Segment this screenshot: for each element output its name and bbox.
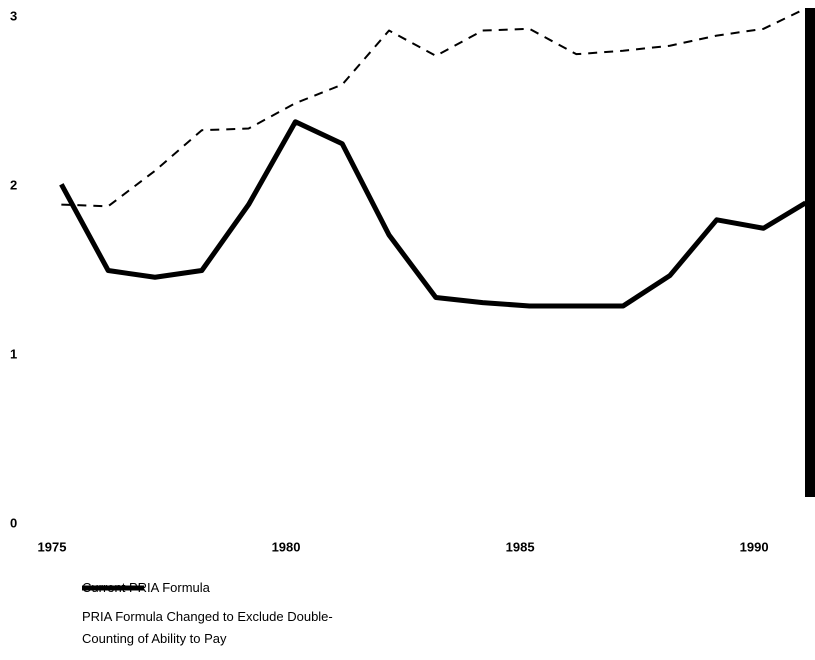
x-tick-label: 1990 (740, 539, 769, 554)
y-tick-label: 3 (10, 8, 17, 23)
chart: 0 1 2 3 1975 1980 1985 1990 (10, 7, 815, 554)
y-tick-label: 1 (10, 346, 17, 361)
x-tick-label: 1980 (272, 539, 301, 554)
x-tick-label: 1985 (506, 539, 535, 554)
legend: Current PRIA Formula PRIA Formula Changed… (82, 580, 362, 660)
x-tick-label: 1975 (38, 539, 67, 554)
legend-key (82, 587, 144, 589)
y-tick-label: 0 (10, 515, 17, 530)
series-line (59, 119, 807, 309)
legend-item: PRIA Formula Changed to Exclude Double-C… (82, 587, 362, 650)
series-line (61, 7, 807, 208)
scan-edge (805, 8, 815, 497)
legend-label: PRIA Formula Changed to Exclude Double-C… (82, 609, 333, 646)
y-tick-label: 2 (10, 177, 17, 192)
legend-label: Current PRIA Formula (82, 580, 210, 595)
